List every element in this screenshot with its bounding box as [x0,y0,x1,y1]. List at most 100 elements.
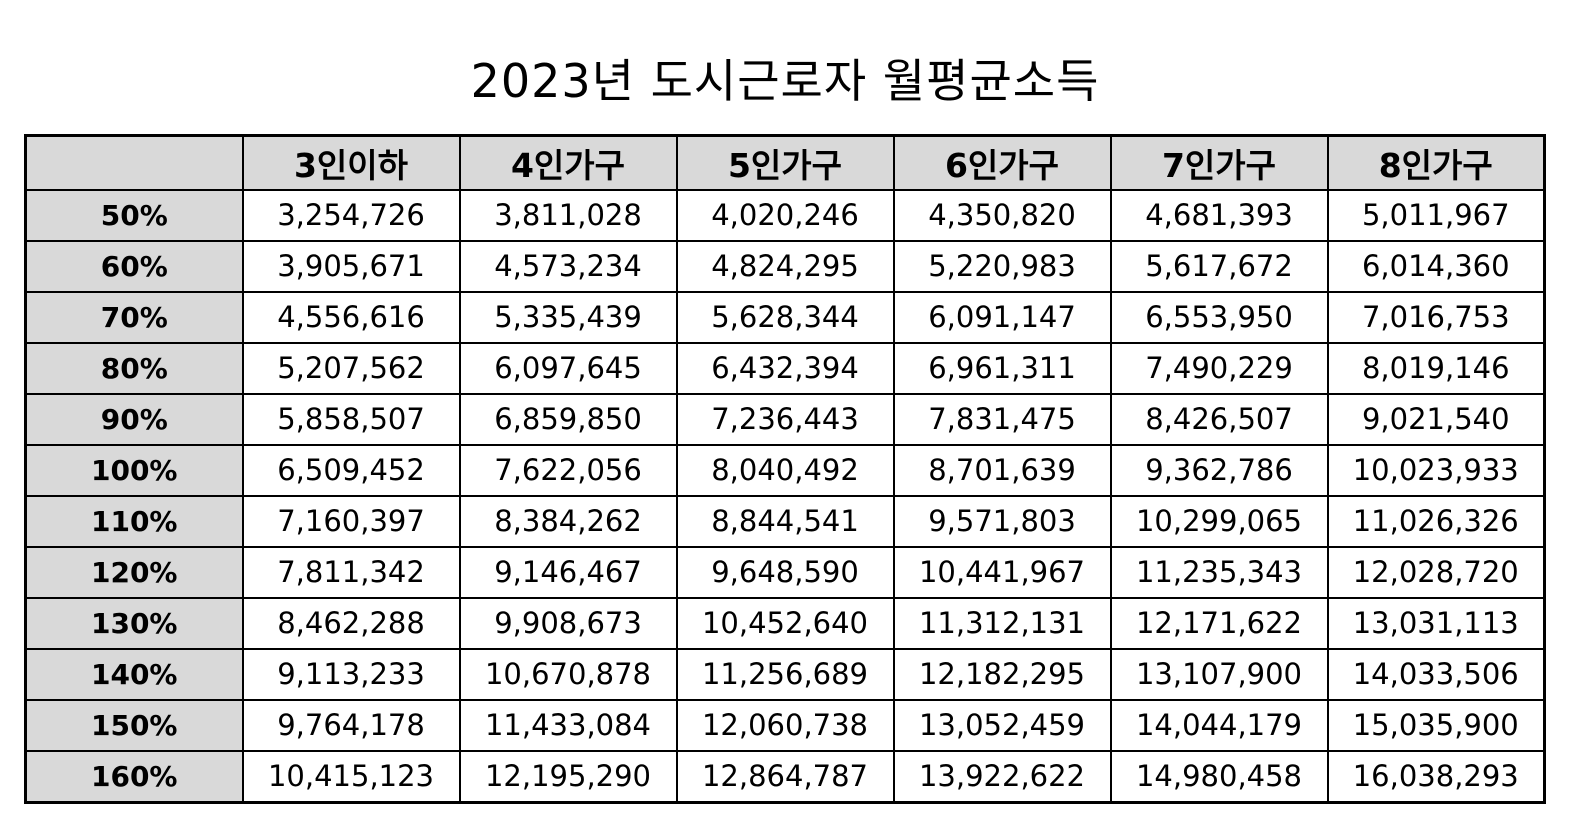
row-label: 100% [24,443,244,497]
table-cell: 6,859,850 [458,392,678,446]
table-cell: 14,033,506 [1326,647,1546,701]
table-cell: 9,146,467 [458,545,678,599]
table-cell: 5,858,507 [241,392,461,446]
table-cell: 6,097,645 [458,341,678,395]
row-label: 90% [24,392,244,446]
table-cell: 3,905,671 [241,239,461,293]
table-cell: 13,107,900 [1109,647,1329,701]
table-cell: 11,312,131 [892,596,1112,650]
table-cell: 12,060,738 [675,698,895,752]
table-body: 50% 3,254,726 3,811,028 4,020,246 4,350,820 4… [24,189,1546,804]
table-cell: 4,556,616 [241,290,461,344]
table-cell: 8,462,288 [241,596,461,650]
column-header: 3인이하 [241,134,461,191]
table-cell: 10,415,123 [241,749,461,804]
table-row: 100% 6,509,452 7,622,056 8,040,492 8,701,639… [24,443,1546,497]
table-row: 110% 7,160,397 8,384,262 8,844,541 9,571,803… [24,494,1546,548]
row-label: 150% [24,698,244,752]
table-cell: 10,452,640 [675,596,895,650]
table-row: 120% 7,811,342 9,146,467 9,648,590 10,441,96… [24,545,1546,599]
table-cell: 4,681,393 [1109,189,1329,242]
table-cell: 9,113,233 [241,647,461,701]
page-title: 2023년 도시근로자 월평균소득 [470,53,1100,108]
table-row: 80% 5,207,562 6,097,645 6,432,394 6,961,311 7… [24,341,1546,395]
row-label: 70% [24,290,244,344]
table-cell: 4,573,234 [458,239,678,293]
table-cell: 13,922,622 [892,749,1112,804]
table-row: 90% 5,858,507 6,859,850 7,236,443 7,831,475 8… [24,392,1546,446]
table-cell: 10,441,967 [892,545,1112,599]
table-cell: 12,864,787 [675,749,895,804]
column-header: 7인가구 [1109,134,1329,191]
column-header: 4인가구 [458,134,678,191]
table-row: 160% 10,415,123 12,195,290 12,864,787 13,922… [24,749,1546,804]
table-cell: 8,844,541 [675,494,895,548]
table-cell: 9,908,673 [458,596,678,650]
table-row: 60% 3,905,671 4,573,234 4,824,295 5,220,983 5… [24,239,1546,293]
table-cell: 8,426,507 [1109,392,1329,446]
table-header: 3인이하 4인가구 5인가구 6인가구 7인가구 8인가구 [24,134,1546,191]
table-cell: 7,160,397 [241,494,461,548]
table-row: 150% 9,764,178 11,433,084 12,060,738 13,052,… [24,698,1546,752]
table-cell: 6,432,394 [675,341,895,395]
row-label: 120% [24,545,244,599]
table-cell: 12,171,622 [1109,596,1329,650]
table-cell: 10,670,878 [458,647,678,701]
table-cell: 6,091,147 [892,290,1112,344]
table-cell: 5,335,439 [458,290,678,344]
table-cell: 5,628,344 [675,290,895,344]
income-table: 3인이하 4인가구 5인가구 6인가구 7인가구 8인가구 50% 3,254,7… [24,134,1546,804]
table-cell: 14,980,458 [1109,749,1329,804]
column-header: 6인가구 [892,134,1112,191]
table-cell: 7,811,342 [241,545,461,599]
table-cell: 7,236,443 [675,392,895,446]
table-cell: 4,020,246 [675,189,895,242]
table-cell: 12,028,720 [1326,545,1546,599]
row-label: 110% [24,494,244,548]
table-cell: 12,182,295 [892,647,1112,701]
table-row: 130% 8,462,288 9,908,673 10,452,640 11,312,1… [24,596,1546,650]
row-label: 160% [24,749,244,804]
column-header: 5인가구 [675,134,895,191]
table-cell: 9,362,786 [1109,443,1329,497]
table-cell: 6,509,452 [241,443,461,497]
table-cell: 8,701,639 [892,443,1112,497]
table-cell: 6,553,950 [1109,290,1329,344]
table-cell: 5,011,967 [1326,189,1546,242]
table-cell: 14,044,179 [1109,698,1329,752]
table-cell: 6,014,360 [1326,239,1546,293]
row-label: 130% [24,596,244,650]
table-cell: 8,040,492 [675,443,895,497]
header-row: 3인이하 4인가구 5인가구 6인가구 7인가구 8인가구 [24,134,1546,191]
table-cell: 13,052,459 [892,698,1112,752]
table-cell: 9,648,590 [675,545,895,599]
row-label: 50% [24,189,244,242]
table-cell: 16,038,293 [1326,749,1546,804]
table-cell: 9,021,540 [1326,392,1546,446]
table-cell: 15,035,900 [1326,698,1546,752]
table-cell: 11,235,343 [1109,545,1329,599]
table-cell: 5,220,983 [892,239,1112,293]
table-cell: 7,831,475 [892,392,1112,446]
table-cell: 10,023,933 [1326,443,1546,497]
table-row: 50% 3,254,726 3,811,028 4,020,246 4,350,820 4… [24,189,1546,242]
table-cell: 5,207,562 [241,341,461,395]
table-cell: 4,824,295 [675,239,895,293]
table-row: 70% 4,556,616 5,335,439 5,628,344 6,091,147 6… [24,290,1546,344]
row-label: 80% [24,341,244,395]
table-cell: 8,384,262 [458,494,678,548]
table-cell: 7,490,229 [1109,341,1329,395]
corner-cell [24,134,244,191]
table-cell: 5,617,672 [1109,239,1329,293]
table-cell: 3,254,726 [241,189,461,242]
table-cell: 8,019,146 [1326,341,1546,395]
table-cell: 11,433,084 [458,698,678,752]
table-row: 140% 9,113,233 10,670,878 11,256,689 12,182,… [24,647,1546,701]
table-cell: 9,764,178 [241,698,461,752]
table-cell: 9,571,803 [892,494,1112,548]
table-cell: 12,195,290 [458,749,678,804]
table-cell: 7,016,753 [1326,290,1546,344]
table-cell: 11,026,326 [1326,494,1546,548]
row-label: 140% [24,647,244,701]
table-cell: 10,299,065 [1109,494,1329,548]
